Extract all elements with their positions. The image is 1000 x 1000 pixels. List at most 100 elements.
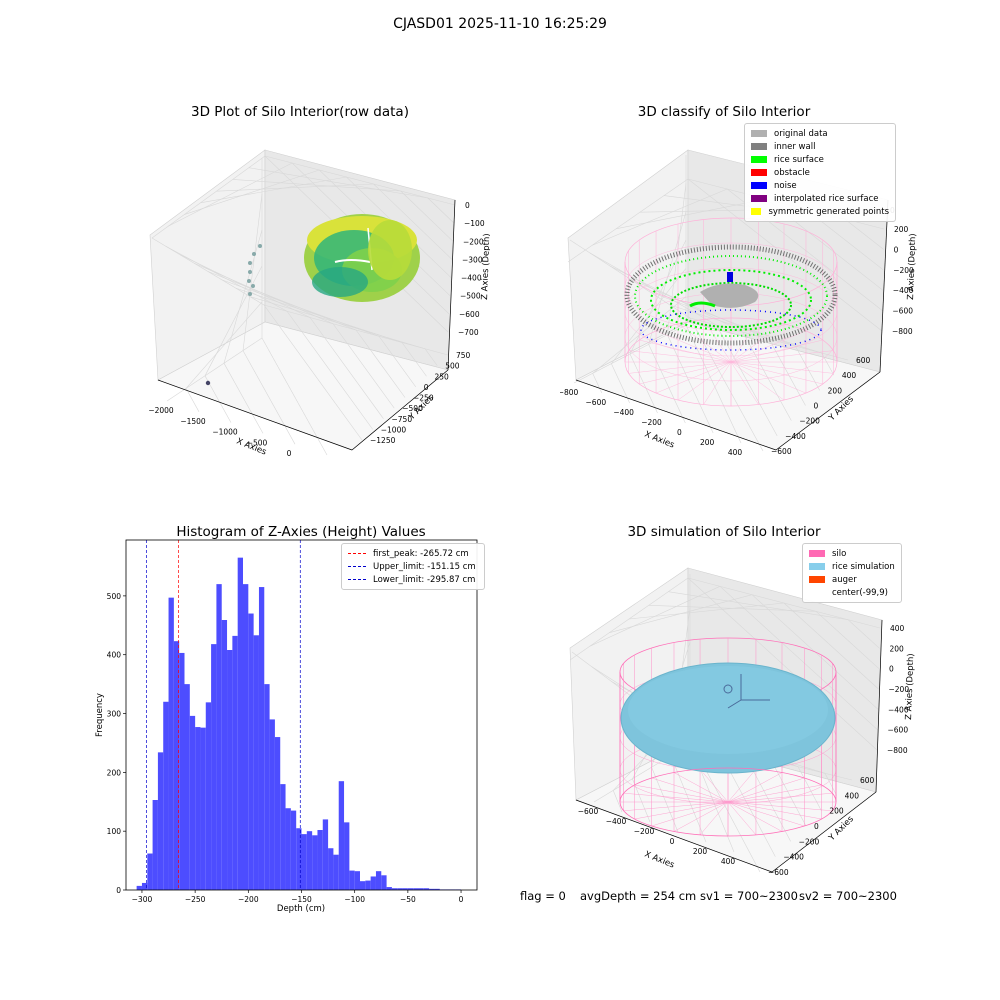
- avg-depth-text: avgDepth = 254 cm: [580, 889, 697, 903]
- legend-label: Upper_limit: -151.15 cm: [373, 561, 476, 572]
- histogram-xlabel: Depth (cm): [277, 904, 325, 914]
- histogram-bar: [205, 702, 212, 890]
- histogram-x-tick-label: −250: [185, 895, 206, 904]
- p2-z-tick-label: −600: [892, 307, 913, 316]
- p1-z-tick-label: −300: [462, 255, 483, 264]
- legend-swatch: [751, 169, 767, 176]
- p2-x-tick-label: 200: [700, 438, 715, 447]
- legend-swatch: [809, 589, 825, 596]
- histogram-bar: [216, 584, 222, 890]
- histogram-bar: [248, 613, 254, 890]
- p4-x-tick-label: −200: [634, 827, 655, 836]
- legend-label: Lower_limit: -295.87 cm: [373, 574, 476, 585]
- plot1-zlabel: Z Axies (Depth): [480, 233, 490, 300]
- legend-entry: rice simulation: [809, 560, 895, 573]
- histogram-bar: [163, 701, 169, 890]
- legend-entry: interpolated rice surface: [751, 192, 889, 205]
- legend-swatch: [809, 576, 825, 583]
- histogram-bar: [147, 853, 153, 890]
- histogram-bar: [264, 684, 270, 890]
- legend-label: first_peak: -265.72 cm: [373, 548, 469, 559]
- plot1-surface: [205, 214, 420, 386]
- histogram-bar: [211, 644, 217, 890]
- p1-y-tick-label: 750: [456, 351, 471, 360]
- p1-z-tick-label: −100: [464, 219, 485, 228]
- plot4-3d-axes: −600−400−20002004006004002000−200−400−60…: [569, 567, 916, 877]
- p1-x-tick-label: −1500: [180, 417, 206, 426]
- histogram-x-tick-label: −100: [344, 895, 365, 904]
- histogram-bar: [344, 822, 350, 890]
- plot4-auger: [723, 674, 770, 709]
- histogram-y-tick-label: 100: [107, 827, 122, 836]
- plot4-legend: silo rice simulation auger center(-99,9): [802, 543, 902, 603]
- plot2-points: [624, 244, 838, 351]
- p4-y-tick-label: −200: [799, 837, 820, 846]
- histogram-bar: [184, 684, 190, 890]
- legend-entry: inner wall: [751, 140, 889, 153]
- legend-entry: obstacle: [751, 166, 889, 179]
- p2-y-tick-label: −400: [785, 432, 806, 441]
- p1-y-tick-label: −1250: [370, 436, 396, 445]
- p2-z-tick-label: −400: [893, 286, 914, 295]
- histogram-bar: [243, 584, 249, 890]
- histogram-y-tick-label: 0: [116, 886, 121, 895]
- p4-z-tick-label: −800: [887, 746, 908, 755]
- legend-swatch: [809, 550, 825, 557]
- p2-x-tick-label: −200: [641, 418, 662, 427]
- p1-y-tick-label: 250: [435, 372, 450, 381]
- histogram-bar: [312, 835, 318, 890]
- p1-y-tick-label: −750: [392, 415, 413, 424]
- histogram-reference-lines: [145, 540, 301, 890]
- plot1-3d-axes: −2000−1500−1000−50005007505002500−250−50…: [148, 149, 490, 458]
- p2-y-tick-label: 600: [856, 356, 871, 365]
- histogram-bar: [381, 875, 387, 890]
- legend-entry: silo: [809, 547, 895, 560]
- histogram-bar: [413, 888, 419, 890]
- p2-x-tick-label: −800: [560, 388, 579, 397]
- p2-y-tick-label: 0: [814, 402, 819, 411]
- histogram-bar: [168, 597, 174, 890]
- histogram-bar: [429, 888, 435, 890]
- histogram-bar: [407, 888, 414, 890]
- p1-x-tick-label: −2000: [148, 406, 174, 415]
- legend-entry: auger: [809, 573, 895, 586]
- histogram-bar: [434, 888, 440, 890]
- histogram-title: Histogram of Z-Axies (Height) Values: [176, 524, 426, 540]
- p4-y-tick-label: 400: [845, 791, 860, 800]
- histogram-bar: [195, 727, 201, 890]
- legend-label: interpolated rice surface: [774, 193, 879, 204]
- legend-swatch: [751, 182, 767, 189]
- p4-z-tick-label: −400: [888, 705, 909, 714]
- histogram-bar: [349, 870, 355, 890]
- histogram-bar: [173, 641, 180, 890]
- histogram-bar: [375, 871, 382, 890]
- legend-entry: center(-99,9): [809, 586, 895, 599]
- p2-y-tick-label: −600: [771, 447, 792, 456]
- figure-title: CJASD01 2025-11-10 16:25:29: [393, 16, 607, 32]
- p4-x-tick-label: −600: [578, 807, 599, 816]
- histogram-bar: [274, 737, 281, 890]
- p4-z-tick-label: 200: [890, 644, 905, 653]
- sv1-text: sv1 = 700~2300: [700, 889, 798, 903]
- plot2-legend: original data inner wall rice surface obsta…: [744, 123, 896, 222]
- histogram-bar: [386, 887, 392, 890]
- legend-entry: original data: [751, 127, 889, 140]
- p1-z-tick-label: −600: [459, 310, 480, 319]
- legend-swatch: [751, 208, 762, 215]
- legend-swatch: [751, 156, 767, 163]
- legend-label: original data: [774, 128, 828, 139]
- histogram-bar: [322, 819, 329, 890]
- legend-entry: rice surface: [751, 153, 889, 166]
- histogram-bars: [136, 557, 462, 890]
- histogram-y-tick-label: 400: [107, 651, 122, 660]
- legend-entry: first_peak: -265.72 cm: [348, 547, 478, 560]
- p2-x-tick-label: −600: [586, 398, 607, 407]
- histogram-bar: [391, 888, 398, 890]
- p4-y-tick-label: 0: [814, 822, 819, 831]
- histogram-bar: [141, 882, 148, 890]
- p1-x-tick-label: −1000: [212, 428, 238, 437]
- legend-entry: noise: [751, 179, 889, 192]
- p2-y-tick-label: 200: [828, 386, 843, 395]
- p1-y-tick-label: 0: [424, 383, 429, 392]
- histogram-bar: [227, 650, 233, 890]
